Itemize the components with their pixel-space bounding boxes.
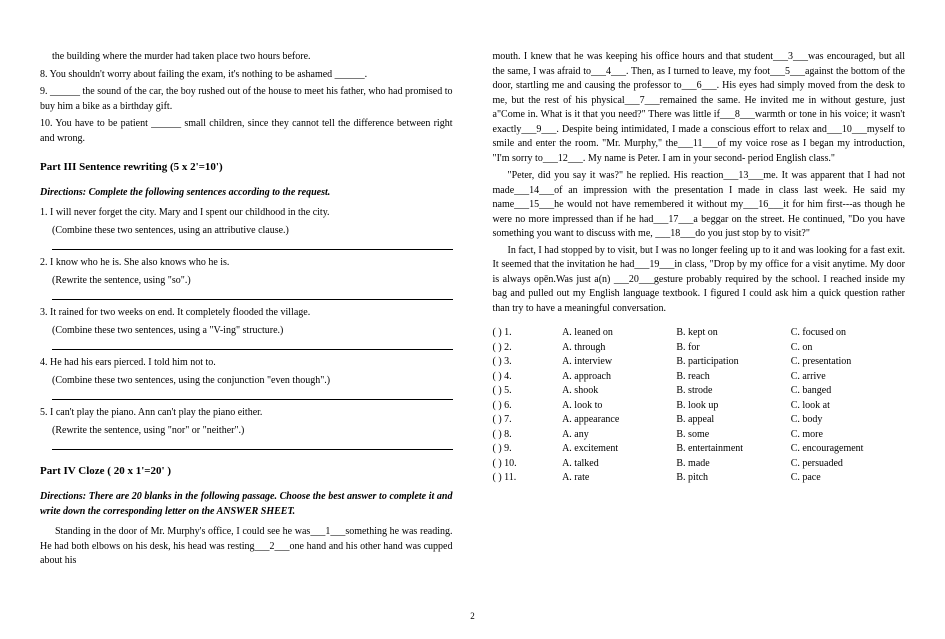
choice-b: B. made	[676, 457, 790, 472]
choice-c: C. look at	[791, 399, 905, 414]
choice-row: ( ) 11. A. rate B. pitch C. pace	[493, 471, 906, 486]
choice-b: B. entertainment	[676, 442, 790, 457]
answer-blank[interactable]	[52, 391, 453, 400]
choice-c: C. presentation	[791, 355, 905, 370]
part3-item1: 1. I will never forget the city. Mary an…	[40, 206, 453, 221]
part3-item4-note: (Combine these two sentences, using the …	[40, 374, 453, 389]
choice-num: ( ) 1.	[493, 326, 563, 341]
question-9: 9. ______ the sound of the car, the boy …	[40, 85, 453, 114]
choice-row: ( ) 6. A. look to B. look up C. look at	[493, 399, 906, 414]
answer-blank[interactable]	[52, 441, 453, 450]
cloze-para-top: mouth. I knew that he was keeping his of…	[493, 50, 906, 166]
choice-c: C. focused on	[791, 326, 905, 341]
choice-a: A. excitement	[562, 442, 676, 457]
choice-row: ( ) 1. A. leaned on B. kept on C. focuse…	[493, 326, 906, 341]
choice-b: B. look up	[676, 399, 790, 414]
choice-b: B. strode	[676, 384, 790, 399]
part3-item5: 5. I can't play the piano. Ann can't pla…	[40, 406, 453, 421]
choice-c: C. more	[791, 428, 905, 443]
choice-c: C. body	[791, 413, 905, 428]
choice-num: ( ) 6.	[493, 399, 563, 414]
choice-b: B. for	[676, 341, 790, 356]
choice-num: ( ) 5.	[493, 384, 563, 399]
part3-item2: 2. I know who he is. She also knows who …	[40, 256, 453, 271]
part3-item2-note: (Rewrite the sentence, using "so".)	[40, 274, 453, 289]
choice-num: ( ) 8.	[493, 428, 563, 443]
choice-row: ( ) 5. A. shook B. strode C. banged	[493, 384, 906, 399]
choice-b: B. pitch	[676, 471, 790, 486]
choice-num: ( ) 10.	[493, 457, 563, 472]
part3-item3-note: (Combine these two sentences, using a "V…	[40, 324, 453, 339]
choice-row: ( ) 4. A. approach B. reach C. arrive	[493, 370, 906, 385]
page: the building where the murder had taken …	[0, 0, 945, 639]
carryover-line: the building where the murder had taken …	[40, 50, 453, 65]
choice-a: A. look to	[562, 399, 676, 414]
choice-a: A. rate	[562, 471, 676, 486]
part3-item1-note: (Combine these two sentences, using an a…	[40, 224, 453, 239]
choice-num: ( ) 9.	[493, 442, 563, 457]
part4-title: Part IV Cloze ( 20 x 1'=20' )	[40, 464, 453, 480]
answer-blank[interactable]	[52, 341, 453, 350]
choice-a: A. through	[562, 341, 676, 356]
choice-num: ( ) 11.	[493, 471, 563, 486]
choice-a: A. leaned on	[562, 326, 676, 341]
choice-a: A. appearance	[562, 413, 676, 428]
choice-row: ( ) 8. A. any B. some C. more	[493, 428, 906, 443]
choice-num: ( ) 3.	[493, 355, 563, 370]
choice-b: B. participation	[676, 355, 790, 370]
choice-c: C. persuaded	[791, 457, 905, 472]
choice-a: A. talked	[562, 457, 676, 472]
two-column-body: the building where the murder had taken …	[40, 50, 905, 590]
part3-item4: 4. He had his ears pierced. I told him n…	[40, 356, 453, 371]
choice-row: ( ) 3. A. interview B. participation C. …	[493, 355, 906, 370]
choice-b: B. reach	[676, 370, 790, 385]
part3-item5-note: (Rewrite the sentence, using "nor" or "n…	[40, 424, 453, 439]
choice-c: C. on	[791, 341, 905, 356]
cloze-para-mid: "Peter, did you say it was?" he replied.…	[493, 169, 906, 242]
choice-b: B. some	[676, 428, 790, 443]
choice-a: A. shook	[562, 384, 676, 399]
part3-item3: 3. It rained for two weeks on end. It co…	[40, 306, 453, 321]
part4-directions: Directions: There are 20 blanks in the f…	[40, 490, 453, 519]
choice-num: ( ) 2.	[493, 341, 563, 356]
cloze-para-end: In fact, I had stopped by to visit, but …	[493, 244, 906, 317]
part3-title: Part III Sentence rewriting (5 x 2'=10')	[40, 160, 453, 176]
choice-a: A. approach	[562, 370, 676, 385]
answer-blank[interactable]	[52, 291, 453, 300]
question-8: 8. You shouldn't worry about failing the…	[40, 68, 453, 83]
choice-c: C. encouragement	[791, 442, 905, 457]
choice-c: C. arrive	[791, 370, 905, 385]
choice-c: C. banged	[791, 384, 905, 399]
choice-row: ( ) 10. A. talked B. made C. persuaded	[493, 457, 906, 472]
choice-b: B. kept on	[676, 326, 790, 341]
choice-num: ( ) 7.	[493, 413, 563, 428]
choice-a: A. interview	[562, 355, 676, 370]
choice-num: ( ) 4.	[493, 370, 563, 385]
choice-b: B. appeal	[676, 413, 790, 428]
spacer	[493, 318, 906, 326]
answer-blank[interactable]	[52, 241, 453, 250]
part3-directions: Directions: Complete the following sente…	[40, 186, 453, 201]
choice-a: A. any	[562, 428, 676, 443]
choice-c: C. pace	[791, 471, 905, 486]
choice-row: ( ) 7. A. appearance B. appeal C. body	[493, 413, 906, 428]
choice-row: ( ) 2. A. through B. for C. on	[493, 341, 906, 356]
choice-row: ( ) 9. A. excitement B. entertainment C.…	[493, 442, 906, 457]
question-10: 10. You have to be patient ______ small …	[40, 117, 453, 146]
cloze-para1: Standing in the door of Mr. Murphy's off…	[40, 525, 453, 569]
page-number: 2	[470, 611, 475, 621]
